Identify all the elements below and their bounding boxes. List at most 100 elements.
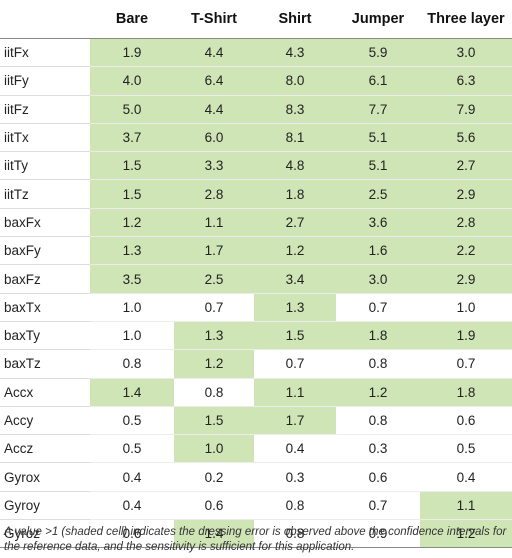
table-cell: 2.8 [174,179,254,209]
table-cell: 1.3 [174,321,254,351]
table-cell: 3.0 [336,264,420,294]
table-body: iitFx 1.9 4.4 4.3 5.9 3.0 iitFy 4.0 6.4 8.0 6.1 6.3… [0,38,512,549]
table-cell: 2.9 [420,179,512,209]
table-cell: 0.8 [336,406,420,436]
table-cell: 1.0 [90,293,174,322]
table-cell: 4.4 [174,95,254,124]
table-cell: 2.2 [420,236,512,266]
table-cell: 0.4 [90,491,174,521]
table-cell: 5.9 [336,38,420,68]
table-cell: 1.2 [420,519,512,549]
table-cell: 1.5 [90,151,174,181]
table-cell: 0.9 [336,519,420,549]
table-cell: 1.0 [90,321,174,351]
table-cell: 1.0 [420,293,512,322]
table-row: Accy 0.5 1.5 1.7 0.8 0.6 [0,406,512,436]
row-label: Accx [0,378,90,407]
table-cell: 5.1 [336,151,420,181]
table-cell: 6.0 [174,123,254,153]
table-cell: 0.8 [174,378,254,407]
table-cell: 0.8 [90,349,174,379]
table-row: iitFz 5.0 4.4 8.3 7.7 7.9 [0,95,512,124]
row-label: baxTy [0,321,90,351]
table-cell: 1.8 [420,378,512,407]
table-cell: 0.6 [90,519,174,549]
table-cell: 0.2 [174,462,254,492]
table-cell: 1.2 [174,349,254,379]
table-cell: 2.5 [336,179,420,209]
table-cell: 7.7 [336,95,420,124]
table-row: Gyroy 0.4 0.6 0.8 0.7 1.1 [0,491,512,521]
table-cell: 0.5 [90,434,174,464]
table-cell: 1.5 [90,179,174,209]
row-label: iitFx [0,38,90,68]
table-cell: 8.0 [254,66,336,96]
table-cell: 0.7 [336,293,420,322]
table-row: Accz 0.5 1.0 0.4 0.3 0.5 [0,434,512,464]
table-cell: 5.1 [336,123,420,153]
row-label: iitTy [0,151,90,181]
row-label: Accz [0,434,90,464]
table-row: iitTx 3.7 6.0 8.1 5.1 5.6 [0,123,512,153]
row-label: Gyroy [0,491,90,521]
table-row: baxTx 1.0 0.7 1.3 0.7 1.0 [0,293,512,322]
table-cell: 1.8 [254,179,336,209]
row-label: iitFy [0,66,90,96]
table-row: iitTy 1.5 3.3 4.8 5.1 2.7 [0,151,512,181]
table-row: iitFy 4.0 6.4 8.0 6.1 6.3 [0,66,512,96]
row-label: iitTx [0,123,90,153]
table-cell: 0.8 [254,519,336,549]
table-cell: 0.7 [336,491,420,521]
table-cell: 8.1 [254,123,336,153]
row-label: Gyroz [0,519,90,549]
table-cell: 2.7 [254,208,336,238]
table-cell: 6.1 [336,66,420,96]
table-footnote: A value >1 (shaded cell) indicates the d… [4,526,507,553]
column-header: Bare [90,0,174,39]
table-cell: 8.3 [254,95,336,124]
row-label: Gyrox [0,462,90,492]
table-cell: 2.5 [174,264,254,294]
table-cell: 1.5 [254,321,336,351]
table-cell: 0.3 [336,434,420,464]
table-row: Gyroz 0.6 1.4 0.8 0.9 1.2 [0,519,512,549]
row-label: baxTz [0,349,90,379]
header-cell-blank [0,0,90,39]
table-cell: 4.4 [174,38,254,68]
column-header: Jumper [336,0,420,39]
table-cell: 0.4 [254,434,336,464]
table-cell: 1.1 [254,378,336,407]
table-row: iitTz 1.5 2.8 1.8 2.5 2.9 [0,179,512,209]
table-cell: 1.3 [90,236,174,266]
table-cell: 3.5 [90,264,174,294]
table-cell: 0.7 [254,349,336,379]
column-header: T-Shirt [174,0,254,39]
table-cell: 0.4 [420,462,512,492]
table-cell: 0.5 [90,406,174,436]
table-cell: 2.7 [420,151,512,181]
table-cell: 4.0 [90,66,174,96]
table-cell: 3.0 [420,38,512,68]
header-row: Bare T-Shirt Shirt Jumper Three layer [0,0,512,39]
table-cell: 1.9 [90,38,174,68]
row-label: baxFx [0,208,90,238]
table-cell: 4.3 [254,38,336,68]
table-cell: 1.9 [420,321,512,351]
table-cell: 0.6 [336,462,420,492]
table-cell: 1.5 [174,406,254,436]
table-cell: 1.7 [254,406,336,436]
table-cell: 1.1 [420,491,512,521]
table-cell: 0.3 [254,462,336,492]
table-cell: 1.3 [254,293,336,322]
table-row: baxFx 1.2 1.1 2.7 3.6 2.8 [0,208,512,238]
table-cell: 3.3 [174,151,254,181]
column-header: Three layer [420,0,512,39]
row-label: baxFz [0,264,90,294]
table-cell: 3.7 [90,123,174,153]
table-row: baxFz 3.5 2.5 3.4 3.0 2.9 [0,264,512,294]
table-cell: 2.9 [420,264,512,294]
table-cell: 1.6 [336,236,420,266]
table-row: Gyrox 0.4 0.2 0.3 0.6 0.4 [0,462,512,492]
